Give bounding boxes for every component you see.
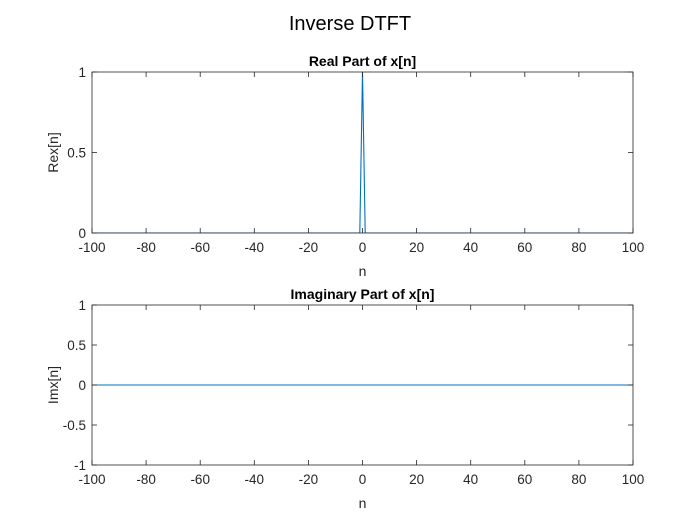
figure-suptitle: Inverse DTFT [289,13,411,35]
x-tick-label: -100 [78,240,105,255]
x-tick-label: -40 [245,472,265,487]
y-tick-label: 0.5 [67,146,86,161]
x-tick-label: 20 [409,240,424,255]
x-tick-label: -80 [136,472,156,487]
x-tick-label: 80 [571,240,586,255]
x-tick-label: -60 [190,240,210,255]
y-tick-label: 0 [78,226,86,241]
axes-title: Real Part of x[n] [309,53,416,69]
x-tick-label: 60 [517,240,532,255]
y-tick-label: 1 [78,65,86,80]
y-tick-label: 0.5 [67,338,86,353]
y-tick-label: 1 [78,298,86,313]
x-tick-label: -80 [136,240,156,255]
x-axis-label: n [359,495,367,511]
y-tick-label: -0.5 [63,418,86,433]
x-tick-label: 40 [463,472,478,487]
x-tick-label: 60 [517,472,532,487]
x-tick-label: -20 [299,240,319,255]
x-tick-label: 100 [622,240,645,255]
x-tick-label: -60 [190,472,210,487]
x-tick-label: 20 [409,472,424,487]
y-axis-label: Rex[n] [45,132,61,172]
y-tick-label: -1 [74,458,86,473]
x-axis-label: n [359,263,367,279]
x-tick-label: 0 [359,240,367,255]
subplot-imaginary-part: -100 -80 -60 -40 -20 0 20 40 60 80 100 -1 -0.5 0 0.5 1 I… [45,286,644,511]
axes-title: Imaginary Part of x[n] [291,286,435,302]
y-tick-label: 0 [78,378,86,393]
x-tick-label: 0 [359,472,367,487]
x-tick-label: 80 [571,472,586,487]
x-tick-label: 100 [622,472,645,487]
x-tick-label: -40 [245,240,265,255]
subplot-real-part: -100 -80 -60 -40 -20 0 20 40 60 80 100 0 0.5 1 Real Pa… [45,53,644,279]
x-tick-label: -20 [299,472,319,487]
y-axis-label: Imx[n] [45,366,61,404]
x-tick-label: 40 [463,240,478,255]
x-tick-label: -100 [78,472,105,487]
